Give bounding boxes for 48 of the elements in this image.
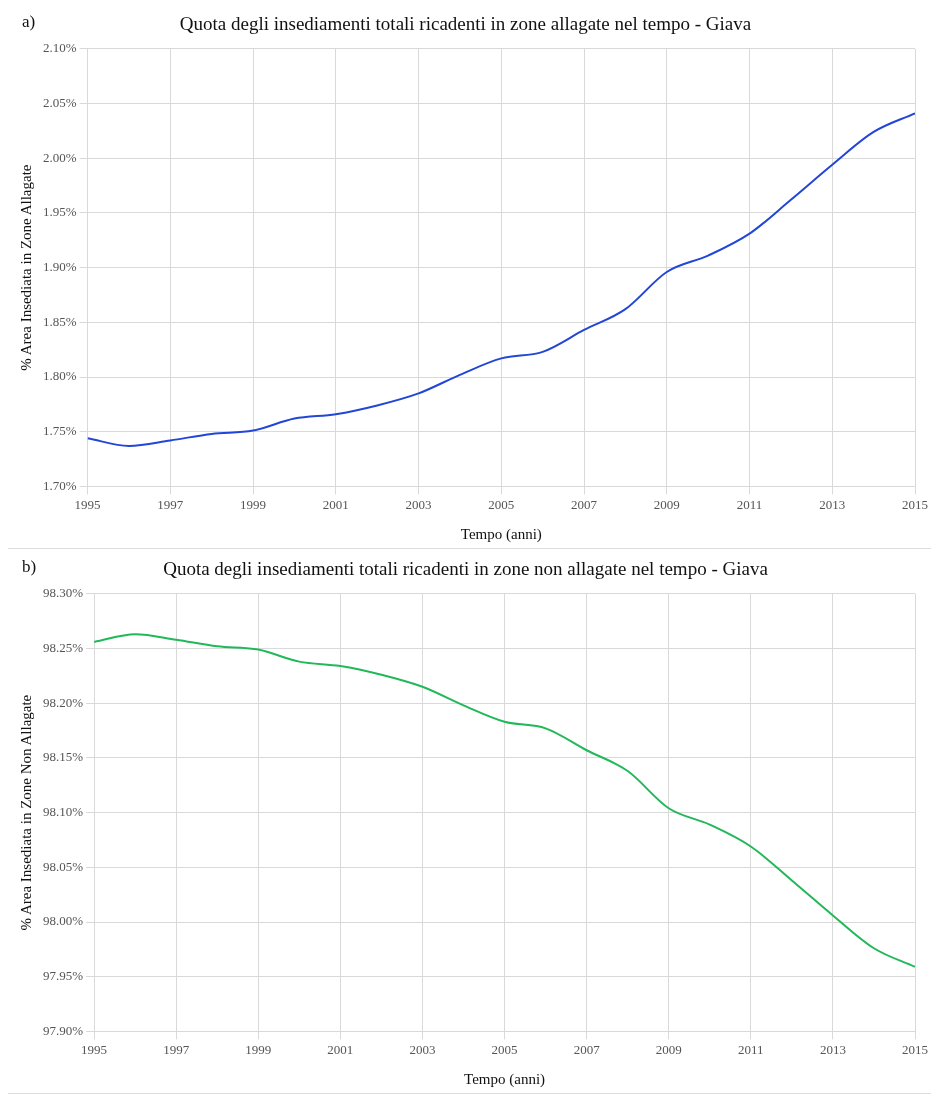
y-tick-label: 97.95% [42,968,84,984]
x-tick-label: 2003 [405,496,432,512]
x-tick-label: 1995 [74,496,101,512]
y-tick-label: 98.05% [42,858,84,874]
x-tick-label: 1999 [240,496,267,512]
x-tick-label: 2015 [902,496,928,512]
y-tick-label: 98.10% [42,804,84,820]
x-tick-label: 2007 [573,1041,601,1057]
y-tick-label: 1.95% [42,204,77,220]
y-axis-title: % Area Insediata in Zone Allagate [17,164,34,371]
x-tick-label: 2007 [571,496,598,512]
y-tick-label: 98.15% [42,749,84,765]
x-tick-label: 2003 [409,1041,436,1057]
x-tick-label: 2013 [819,1041,846,1057]
text: a) [22,12,36,32]
y-axis-title: % Area Insediata in Zone Non Allagate [17,694,34,931]
x-tick-label: 2011 [738,1041,764,1057]
x-tick-label: 2011 [736,496,763,512]
text: b) [22,557,37,577]
y-tick-label: 2.05% [42,94,77,110]
x-tick-label: 2005 [491,1041,518,1057]
x-tick-label: 2009 [653,496,680,512]
y-tick-label: 98.00% [42,913,84,929]
x-axis-title: Tempo (anni) [460,525,542,543]
y-tick-label: 2.00% [42,149,77,165]
y-tick-label: 2.10% [42,40,77,56]
y-tick-label: 98.25% [42,639,84,655]
y-tick-label: 1.70% [42,477,77,493]
chart-title: Quota degli insediamenti totali ricadenti in zone allagate nel tempo - Giava [179,13,752,35]
x-tick-label: 1997 [157,496,184,512]
chart-title: Quota degli insediamenti totali ricadenti in zone non allagate nel tempo - Giava [163,558,769,580]
y-tick-label: 1.80% [42,368,77,384]
x-tick-label: 2001 [322,496,349,512]
x-tick-label: 2015 [902,1041,928,1057]
y-tick-label: 98.30% [42,585,84,601]
y-tick-label: 97.90% [42,1022,84,1038]
x-axis-title: Tempo (anni) [464,1070,546,1088]
x-tick-label: 1999 [245,1041,272,1057]
x-tick-label: 2001 [327,1041,354,1057]
y-tick-label: 98.20% [42,694,84,710]
x-tick-label: 1995 [81,1041,108,1057]
y-tick-label: 1.85% [42,313,77,329]
y-tick-label: 1.90% [42,259,77,275]
y-tick-label: 1.75% [42,423,77,439]
x-tick-label: 2005 [488,496,515,512]
x-tick-label: 2009 [655,1041,682,1057]
x-tick-label: 1997 [163,1041,190,1057]
x-tick-label: 2013 [819,496,846,512]
